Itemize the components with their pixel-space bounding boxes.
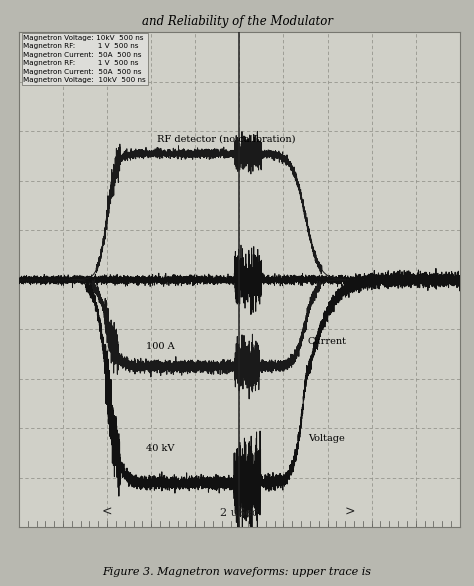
Text: 100 A: 100 A xyxy=(146,342,174,351)
Text: RF detector (no calibration): RF detector (no calibration) xyxy=(157,135,295,144)
Text: 40 kV: 40 kV xyxy=(146,444,174,452)
Text: 2 uSec: 2 uSec xyxy=(220,509,258,519)
Text: <: < xyxy=(102,506,112,519)
Text: and Reliability of the Modulator: and Reliability of the Modulator xyxy=(142,15,332,28)
Text: Voltage: Voltage xyxy=(308,434,345,443)
Text: Magnetron Voltage: 10kV  500 ns
Magnetron RF:          1 V  500 ns
Magnetron Cur: Magnetron Voltage: 10kV 500 ns Magnetron… xyxy=(23,35,146,83)
Text: Figure 3. Magnetron waveforms: upper trace is: Figure 3. Magnetron waveforms: upper tra… xyxy=(102,567,372,577)
Text: >: > xyxy=(344,506,355,519)
Text: Current: Current xyxy=(308,337,346,346)
